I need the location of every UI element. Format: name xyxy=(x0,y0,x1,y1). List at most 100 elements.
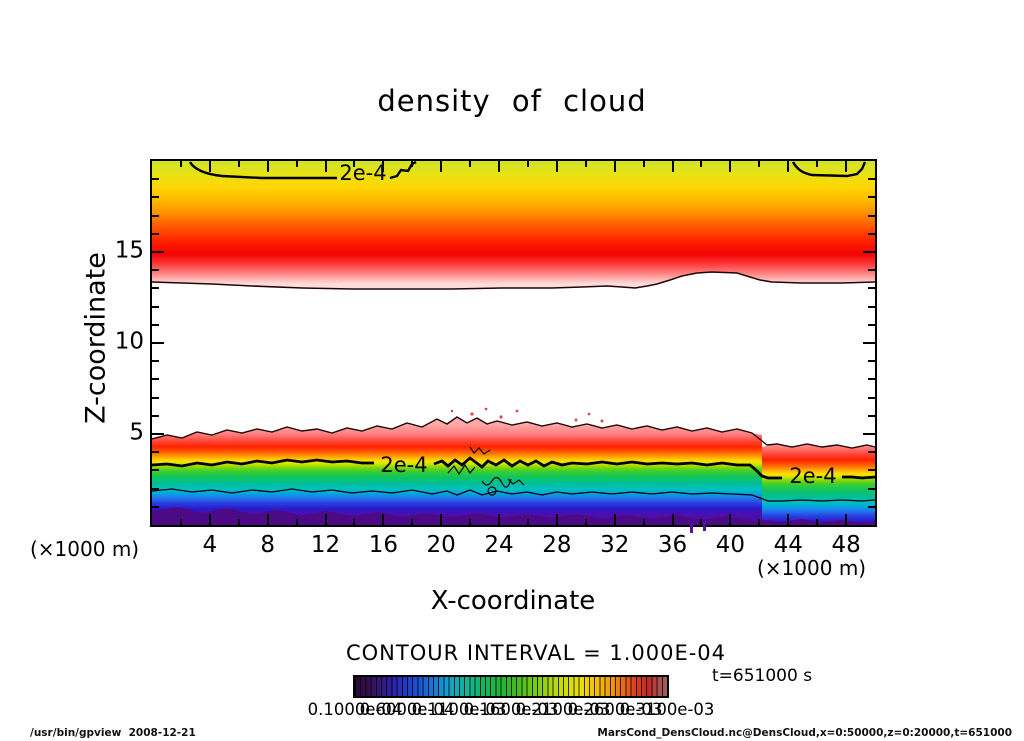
plot-frame xyxy=(150,159,877,527)
y-axis-tick xyxy=(152,214,159,217)
y-axis-tick xyxy=(868,305,875,308)
contour-interval-label: CONTOUR INTERVAL = 1.000E-04 xyxy=(345,641,727,665)
x-axis-tick xyxy=(700,161,703,167)
x-tick-label: 48 xyxy=(831,532,861,558)
x-axis-tick xyxy=(816,519,819,525)
y-axis-tick xyxy=(152,396,159,399)
x-axis-tick xyxy=(758,519,761,525)
y-tick-labels: 5 10 15 xyxy=(96,161,144,525)
x-axis-tick xyxy=(295,519,298,525)
x-axis-tick xyxy=(237,161,240,167)
x-tick-label: 44 xyxy=(773,532,803,558)
dataset-info-text: MarsCond_DensCloud.nc@DensCloud,x=0:5000… xyxy=(597,727,1012,739)
x-axis-tick xyxy=(700,519,703,525)
colorbar-tick-label: 0.2600e-03 xyxy=(567,700,663,719)
colorbar-tick-label: 0.1600e-03 xyxy=(463,700,559,719)
x-axis-tick xyxy=(324,514,327,525)
y-axis-tick xyxy=(868,269,875,272)
x-axis-tick xyxy=(498,514,501,525)
x-tick-label: 20 xyxy=(426,532,456,558)
colorbar-labels: 0.1000e-04 0.6000e-04 0.1100e-03 0.1600e-03… xyxy=(308,700,715,724)
x-axis-tick xyxy=(555,514,558,525)
colorbar-tick-label: 0.3100e-03 xyxy=(619,700,715,719)
x-axis-label: X-coordinate xyxy=(430,586,596,616)
y-axis-tick xyxy=(152,378,159,381)
x-axis-tick xyxy=(237,519,240,525)
x-tick-labels: 4 8 12 16 20 24 28 32 36 40 44 48 xyxy=(152,532,875,562)
y-axis-unit-label: (×1000 m) xyxy=(30,537,140,561)
y-axis-tick xyxy=(868,396,875,399)
x-axis-tick xyxy=(469,161,472,167)
y-tick-label: 15 xyxy=(114,237,144,264)
time-annotation: t=651000 s xyxy=(712,666,813,686)
x-axis-tick xyxy=(584,161,587,167)
colorbar-tick-label: 0.6000e-04 xyxy=(359,700,455,719)
x-axis-tick xyxy=(613,514,616,525)
x-axis-tick xyxy=(440,161,443,172)
x-axis-tick xyxy=(526,519,529,525)
x-axis-tick xyxy=(816,161,819,167)
x-tick-label: 12 xyxy=(310,532,341,558)
x-axis-tick xyxy=(353,519,356,525)
x-tick-label: 24 xyxy=(484,532,514,558)
x-axis-tick xyxy=(382,161,385,172)
y-axis-tick xyxy=(863,251,875,253)
contour-label-lower-right: 2e-4 xyxy=(789,464,837,488)
colorbar-tick-label: 0.1100e-03 xyxy=(411,700,507,719)
x-axis-tick xyxy=(179,161,182,167)
x-axis-tick xyxy=(729,161,732,172)
x-axis-tick xyxy=(411,519,414,525)
x-axis-tick xyxy=(787,161,790,172)
y-axis-tick xyxy=(152,232,159,235)
colorbar xyxy=(353,675,669,698)
plot-area: 2e-4 2e-4 2e-4 xyxy=(152,161,875,525)
y-axis-tick xyxy=(868,178,875,181)
x-axis-tick xyxy=(642,161,645,167)
y-axis-tick xyxy=(152,287,159,290)
y-axis-tick xyxy=(863,433,875,435)
y-axis-tick xyxy=(152,487,159,490)
y-axis-tick xyxy=(868,214,875,217)
page-title: density of cloud xyxy=(377,84,647,118)
y-axis-tick xyxy=(152,451,159,454)
x-axis-tick xyxy=(469,519,472,525)
x-axis-tick xyxy=(613,161,616,172)
lower-cloud-band-east xyxy=(762,444,875,525)
y-axis-tick xyxy=(868,360,875,363)
y-axis-tick xyxy=(152,251,164,253)
x-axis-tick xyxy=(382,514,385,525)
x-axis-tick xyxy=(555,161,558,172)
y-axis-tick xyxy=(868,487,875,490)
x-axis-unit-label: (×1000 m) xyxy=(757,556,867,580)
x-axis-tick xyxy=(526,161,529,167)
y-axis-tick xyxy=(868,378,875,381)
x-axis-tick xyxy=(671,514,674,525)
y-axis-tick xyxy=(868,469,875,472)
purple-overflow-streak xyxy=(690,523,693,533)
x-tick-label: 8 xyxy=(260,532,275,558)
x-axis-tick xyxy=(411,161,414,167)
x-axis-tick xyxy=(179,519,182,525)
y-axis-tick xyxy=(152,342,164,344)
x-axis-tick xyxy=(845,514,848,525)
y-tick-label: 10 xyxy=(114,328,144,355)
x-tick-label: 4 xyxy=(202,532,218,558)
upper-cloud-band xyxy=(152,161,875,289)
y-axis-tick xyxy=(868,232,875,235)
purple-overflow-streak xyxy=(703,523,706,531)
y-axis-tick xyxy=(152,269,159,272)
colorbar-tick-label: 0.1000e-04 xyxy=(307,700,403,719)
x-axis-tick xyxy=(208,514,211,525)
y-axis-tick xyxy=(152,323,159,326)
x-tick-label: 36 xyxy=(657,532,688,558)
x-tick-label: 32 xyxy=(600,532,630,558)
x-axis-tick xyxy=(266,161,269,172)
contour-label-lower-left: 2e-4 xyxy=(380,453,428,477)
x-axis-tick xyxy=(584,519,587,525)
speckle-dots xyxy=(450,407,604,423)
y-axis-tick xyxy=(863,342,875,344)
y-axis-tick xyxy=(868,414,875,417)
x-axis-tick xyxy=(642,519,645,525)
x-axis-tick xyxy=(353,161,356,167)
x-axis-tick xyxy=(266,514,269,525)
